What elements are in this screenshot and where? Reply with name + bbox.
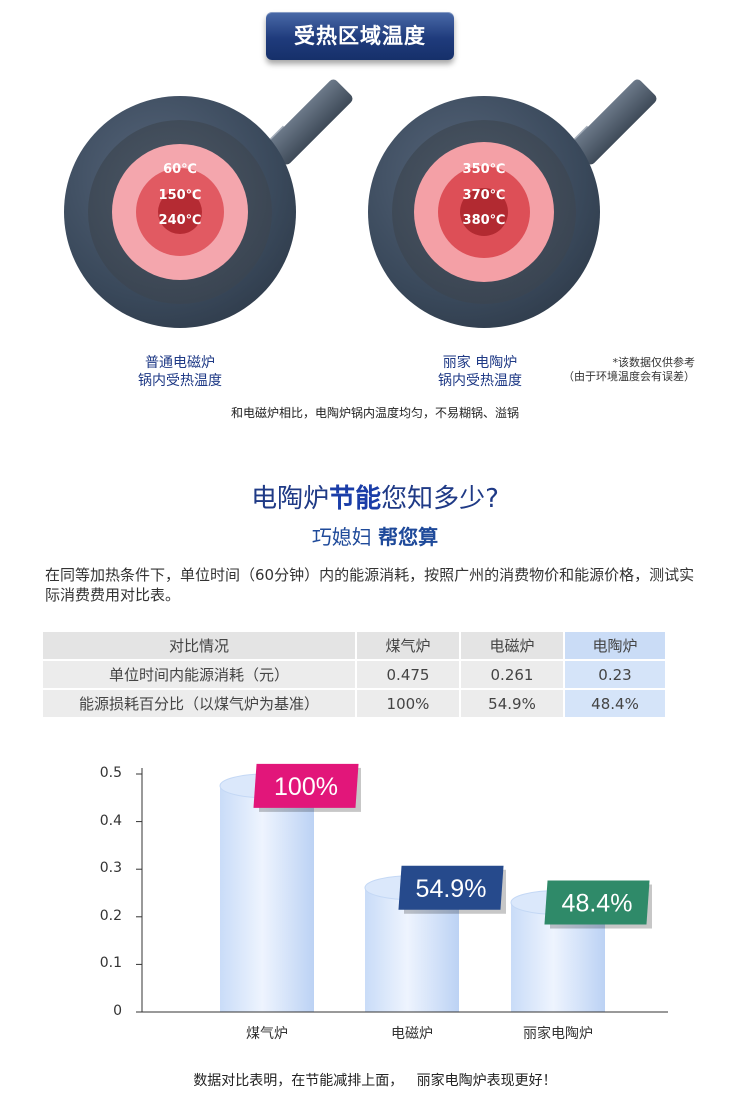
energy-saving-subtitle: 巧媳妇 帮您算 [0,521,750,550]
right-pan-caption: 丽家 电陶炉 锅内受热温度 [420,354,540,390]
y-tick-label: 0.4 [99,812,122,829]
temp-label-outer: 60℃ [163,162,197,177]
y-tick-label: 0.1 [99,955,122,972]
right-pan-figure: 350℃ 370℃ 380℃ [366,77,666,332]
y-tick-label: 0.5 [99,765,122,781]
table-header-cell: 电陶炉 [565,632,665,659]
energy-bar-chart: 100% 54.9% 48.4% [136,763,668,1013]
table-header-row: 对比情况 煤气炉 电磁炉 电陶炉 [43,632,665,659]
comparison-table: 对比情况 煤气炉 电磁炉 电陶炉 单位时间内能源消耗（元） 0.475 0.26… [41,630,667,719]
caption-line: 普通电磁炉 [145,355,215,371]
table-row: 单位时间内能源消耗（元） 0.475 0.261 0.23 [43,661,665,688]
svg-text:100%: 100% [274,773,338,801]
note-line: （由于环境温度会有误差） [563,370,695,383]
data-label-3: 48.4% [544,880,652,929]
svg-text:48.4%: 48.4% [562,890,633,918]
temp-label-middle: 150℃ [158,188,202,203]
table-cell: 0.23 [565,661,665,688]
pan-icon: 60℃ 150℃ 240℃ [64,96,296,328]
conclusion-text: 数据对比表明，在节能减排上面， 丽家电陶炉表现更好！ [193,1073,557,1089]
disclaimer-note: *该数据仅供参考 （由于环境温度会有误差） [545,356,695,384]
comparison-statement: 和电磁炉相比，电陶炉锅内温度均匀，不易糊锅、溢锅 [230,406,519,420]
left-pan-figure: 60℃ 150℃ 240℃ [62,77,362,332]
data-label-1: 100% [253,763,361,812]
table-cell: 单位时间内能源消耗（元） [43,661,355,688]
product-name: 电陶炉 [475,355,518,371]
section-title-banner: 受热区域温度 [266,12,454,60]
brand-name: 丽家 [442,355,471,371]
heat-ring-inner [158,190,202,234]
caption-line: 锅内受热温度 [138,373,222,389]
note-line: *该数据仅供参考 [612,356,696,369]
title-part: 电陶炉 [251,484,330,514]
table-cell: 能源损耗百分比（以煤气炉为基准） [43,690,355,717]
x-category-label: 煤气炉 [246,1026,288,1042]
table-cell: 100% [357,690,459,717]
left-pan-caption: 普通电磁炉 锅内受热温度 [120,354,240,390]
x-category-label: 丽家电陶炉 [523,1026,593,1042]
table-cell: 48.4% [565,690,665,717]
x-category-label: 电磁炉 [391,1026,433,1042]
description-paragraph: 在同等加热条件下，单位时间（60分钟）内的能源消耗，按照广州的消费物价和能源价格… [45,566,695,604]
energy-saving-title: 电陶炉节能您知多少? [0,478,750,515]
title-highlight: 节能 [329,484,382,514]
temp-label-outer: 350℃ [462,162,506,177]
table-header-cell: 电磁炉 [461,632,563,659]
heat-ring-inner [460,188,508,236]
y-tick-label: 0 [113,1003,122,1019]
data-label-2: 54.9% [398,865,506,914]
temp-label-inner: 240℃ [158,213,202,228]
title-part: 您知多少? [381,484,499,514]
table-row: 能源损耗百分比（以煤气炉为基准） 100% 54.9% 48.4% [43,690,665,717]
table-cell: 54.9% [461,690,563,717]
table-header-cell: 煤气炉 [357,632,459,659]
svg-text:54.9%: 54.9% [416,875,487,903]
temp-label-middle: 370℃ [462,188,506,203]
table-cell: 0.475 [357,661,459,688]
y-tick-label: 0.2 [99,907,122,924]
caption-line: 锅内受热温度 [438,373,522,389]
subtitle-highlight: 帮您算 [378,525,439,549]
subtitle-part: 巧媳妇 [311,525,372,549]
table-header-cell: 对比情况 [43,632,355,659]
pan-icon: 350℃ 370℃ 380℃ [368,96,600,328]
y-tick-label: 0.3 [99,860,122,877]
temp-label-inner: 380℃ [462,213,506,228]
table-cell: 0.261 [461,661,563,688]
